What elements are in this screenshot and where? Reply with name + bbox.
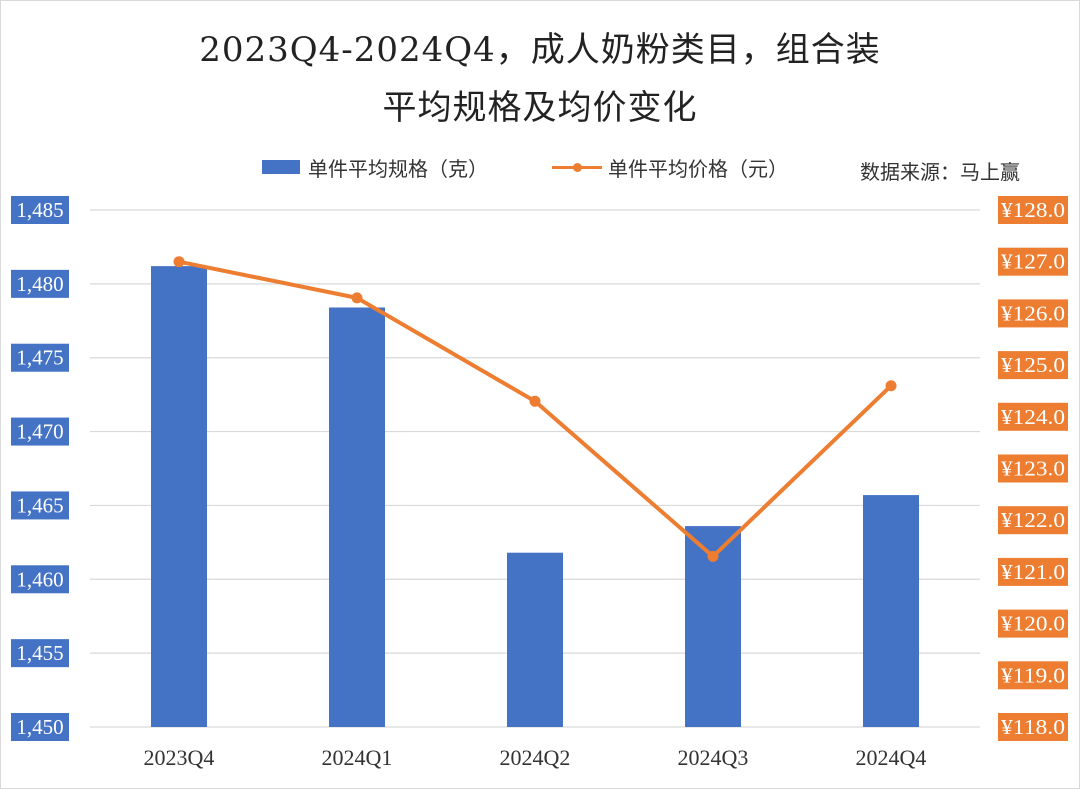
y-right-tick-label: ¥124.0 [1001,405,1065,429]
x-tick-label-2024Q2: 2024Q2 [500,745,571,770]
y-left-tick-5: 1,475 [11,343,69,372]
x-tick-label-2024Q1: 2024Q1 [322,745,393,770]
y-left-tick-label: 1,460 [16,567,63,591]
y-left-tick-1: 1,455 [11,639,69,668]
y-right-tick-6: ¥124.0 [998,402,1068,431]
y-right-tick-bg [998,713,1068,741]
y-left-tick-label: 1,485 [16,198,63,222]
y-right-tick-label: ¥127.0 [1001,250,1065,274]
bar-2024Q4 [863,495,919,727]
y-right-tick-label: ¥119.0 [1001,663,1065,687]
y-left-tick-label: 1,455 [16,641,63,665]
y-left-tick-label: 1,480 [16,272,63,296]
y-right-tick-10: ¥128.0 [998,196,1068,224]
chart-title-line-2: 平均规格及均价变化 [382,88,698,128]
y-right-tick-0: ¥118.0 [998,713,1068,741]
y-right-tick-bg [998,454,1068,483]
legend-item-line: 单件平均价格（元） [548,152,788,182]
y-left-tick-bg [11,417,69,446]
y-right-tick-label: ¥121.0 [1001,560,1065,584]
price-point-2024Q4 [885,380,897,392]
y-right-tick-bg [998,402,1068,431]
y-left-tick-bg [11,639,69,668]
y-right-tick-label: ¥118.0 [1001,715,1065,739]
y-axis-left: 1,450 1,455 1,460 1,465 1,470 1,475 1,480 1,485 [11,196,69,741]
price-line [178,259,893,559]
price-point-2024Q1 [351,292,363,304]
price-point-2024Q3 [707,550,719,562]
y-right-tick-bg [998,557,1068,586]
y-left-tick-2: 1,460 [11,565,69,594]
y-right-tick-label: ¥128.0 [1001,198,1065,222]
y-right-tick-label: ¥126.0 [1001,301,1065,325]
y-right-tick-bg [998,196,1068,224]
bar-2024Q2 [507,552,563,727]
bar-series [151,266,919,727]
y-left-tick-4: 1,470 [11,417,69,446]
y-left-tick-bg [11,269,69,298]
x-tick-label-2024Q4: 2024Q4 [856,745,927,770]
y-left-tick-0: 1,450 [11,713,69,741]
y-left-tick-bg [11,491,69,520]
y-right-tick-7: ¥125.0 [998,351,1068,380]
y-left-tick-bg [11,713,69,741]
y-right-tick-bg [998,609,1068,638]
legend-line-label: 单件平均价格（元） [608,156,788,181]
y-right-tick-bg [998,506,1068,535]
y-left-tick-label: 1,465 [16,493,63,517]
price-point-2023Q4 [173,256,185,268]
y-right-tick-label: ¥125.0 [1001,353,1065,377]
y-axis-right: ¥118.0 ¥119.0 ¥120.0 ¥121.0 ¥122.0 ¥123.0 ¥124… [998,196,1068,741]
y-right-tick-5: ¥123.0 [998,454,1068,483]
y-right-tick-1: ¥119.0 [998,661,1068,690]
y-right-tick-bg [998,247,1068,276]
y-left-tick-6: 1,480 [11,269,69,298]
legend-item-bar: 单件平均规格（克） [262,152,488,182]
y-left-tick-bg [11,565,69,594]
y-right-tick-9: ¥127.0 [998,247,1068,276]
legend-bar-swatch [262,160,300,174]
price-point-2024Q2 [529,395,541,407]
y-right-tick-8: ¥126.0 [998,299,1068,328]
y-left-tick-label: 1,475 [16,346,63,370]
y-right-tick-label: ¥120.0 [1001,612,1065,636]
y-left-tick-bg [11,196,69,224]
y-left-tick-label: 1,470 [16,420,63,444]
y-left-tick-bg [11,343,69,372]
bar-2024Q1 [329,307,385,727]
legend-line-swatch [548,160,606,174]
chart-title-line-1: 2023Q4-2024Q4，成人奶粉类目，组合装 [199,30,881,70]
legend-bar-label: 单件平均规格（克） [308,156,488,181]
y-right-tick-4: ¥122.0 [998,506,1068,535]
y-right-tick-bg [998,299,1068,328]
y-right-tick-3: ¥121.0 [998,557,1068,586]
bar-2023Q4 [151,266,207,727]
y-left-tick-7: 1,485 [11,196,69,224]
y-left-tick-label: 1,450 [16,715,63,739]
y-right-tick-2: ¥120.0 [998,609,1068,638]
y-right-tick-label: ¥123.0 [1001,457,1065,481]
x-axis: 2023Q4 2024Q1 2024Q2 2024Q3 2024Q4 [144,745,927,770]
x-tick-label-2024Q3: 2024Q3 [678,745,749,770]
y-right-tick-bg [998,351,1068,380]
y-left-tick-3: 1,465 [11,491,69,520]
y-right-tick-label: ¥122.0 [1001,508,1065,532]
x-tick-label-2023Q4: 2023Q4 [144,745,215,770]
y-right-tick-bg [998,661,1068,690]
line-series [173,256,897,562]
source-note: 数据来源：马上赢 [860,160,1020,184]
